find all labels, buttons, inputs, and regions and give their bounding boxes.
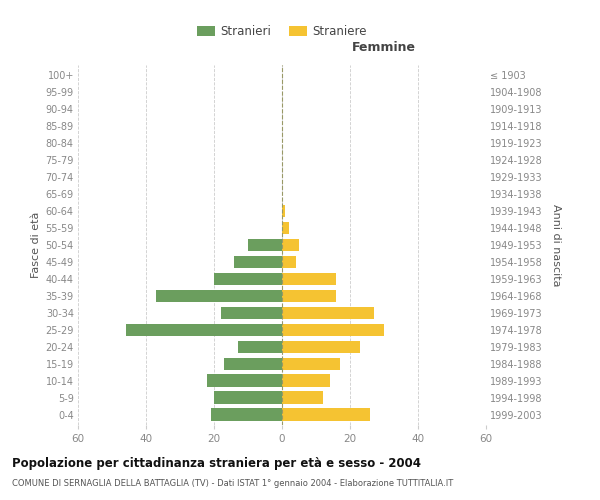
Bar [282, 272, 337, 285]
Bar [156, 290, 282, 302]
Bar [125, 324, 282, 336]
Y-axis label: Fasce di età: Fasce di età [31, 212, 41, 278]
Bar [248, 238, 282, 252]
Bar [235, 256, 282, 268]
Bar [282, 392, 323, 404]
Text: Femmine: Femmine [352, 41, 416, 54]
Bar [207, 374, 282, 387]
Bar [214, 392, 282, 404]
Bar [214, 272, 282, 285]
Bar [282, 222, 289, 234]
Bar [282, 290, 337, 302]
Bar [282, 374, 329, 387]
Bar [282, 340, 360, 353]
Bar [282, 324, 384, 336]
Bar [238, 340, 282, 353]
Bar [282, 204, 286, 218]
Bar [224, 358, 282, 370]
Bar [221, 306, 282, 320]
Text: COMUNE DI SERNAGLIA DELLA BATTAGLIA (TV) - Dati ISTAT 1° gennaio 2004 - Elaboraz: COMUNE DI SERNAGLIA DELLA BATTAGLIA (TV)… [12, 479, 453, 488]
Bar [282, 408, 370, 421]
Bar [211, 408, 282, 421]
Y-axis label: Anni di nascita: Anni di nascita [551, 204, 561, 286]
Bar [282, 358, 340, 370]
Bar [282, 256, 296, 268]
Text: Popolazione per cittadinanza straniera per età e sesso - 2004: Popolazione per cittadinanza straniera p… [12, 458, 421, 470]
Bar [282, 306, 374, 320]
Bar [282, 238, 299, 252]
Legend: Stranieri, Straniere: Stranieri, Straniere [192, 20, 372, 43]
